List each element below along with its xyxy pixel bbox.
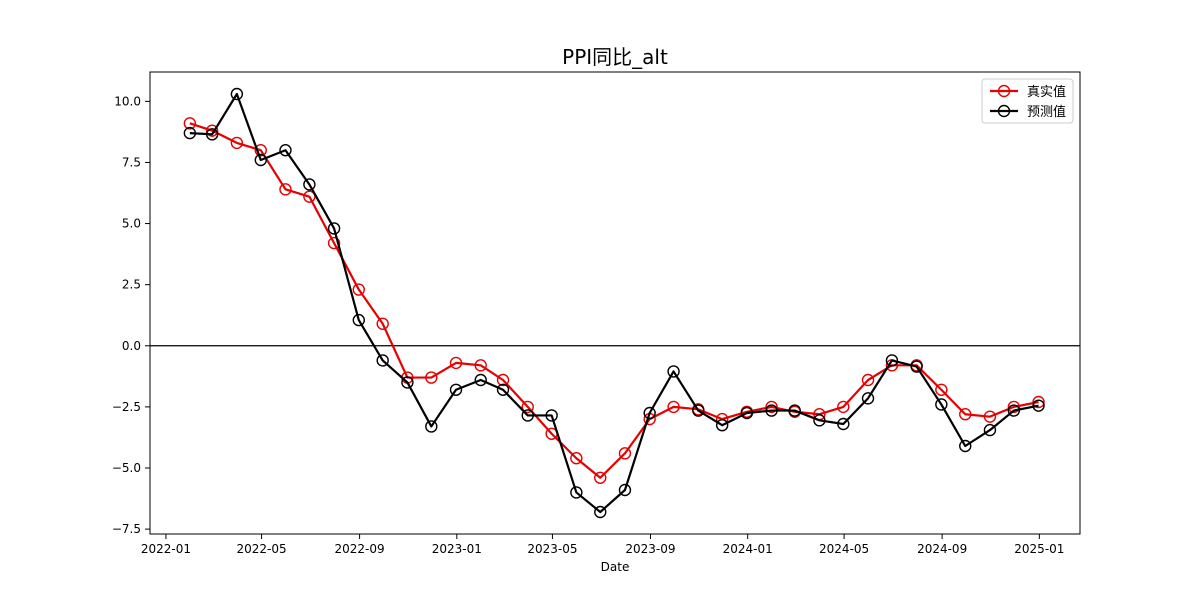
data-point: [959, 408, 972, 421]
x-tick-label: 2022-01: [141, 542, 191, 556]
data-point: [594, 471, 607, 484]
data-point: [618, 483, 632, 497]
x-tick-label: 2024-09: [917, 542, 967, 556]
plot-frame: [149, 71, 1081, 535]
data-point: [183, 126, 197, 140]
data-point: [205, 128, 219, 141]
data-point: [376, 317, 389, 330]
data-point: [205, 124, 219, 137]
series-line: [189, 92, 1039, 514]
y-tick-label: 2.5: [122, 278, 141, 292]
data-point: [983, 423, 997, 437]
x-tick-label: 2025-01: [1014, 542, 1064, 556]
data-point: [521, 409, 534, 422]
data-point: [303, 190, 316, 203]
data-point: [740, 406, 754, 420]
data-point: [910, 360, 923, 373]
data-point: [837, 417, 850, 431]
data-point: [861, 392, 875, 405]
data-point: [1032, 395, 1045, 409]
y-tick-label: 7.5: [122, 155, 141, 169]
data-point: [254, 144, 267, 157]
data-point: [545, 409, 558, 422]
data-point: [279, 144, 292, 157]
data-point: [327, 222, 341, 235]
data-point: [935, 383, 948, 396]
data-point: [935, 398, 948, 411]
data-point: [788, 404, 801, 417]
data-point: [303, 178, 316, 191]
data-point: [1007, 400, 1021, 414]
data-point: [667, 400, 680, 414]
data-point: [667, 365, 680, 378]
data-point: [715, 419, 729, 432]
y-tick-label: 10.0: [114, 94, 141, 108]
data-point: [570, 486, 583, 499]
x-tick-label: 2023-01: [432, 542, 482, 556]
data-point: [401, 376, 414, 389]
x-tick-label: 2022-09: [335, 542, 385, 556]
data-point: [230, 136, 244, 150]
series-layer: [183, 87, 1045, 519]
y-tick-label: −7.5: [112, 522, 141, 536]
legend-marker: [997, 84, 1011, 98]
data-point: [765, 404, 778, 417]
data-point: [254, 153, 267, 167]
series-1: [183, 117, 1045, 484]
data-point: [230, 87, 244, 101]
x-axis: 2022-01 2022-05 2022-09 2023-01 2023-05 2023-…: [141, 534, 1064, 556]
data-point: [449, 383, 463, 396]
x-tick-label: 2024-01: [723, 542, 773, 556]
series-line: [189, 122, 1039, 479]
x-tick-label: 2023-05: [527, 542, 577, 556]
data-point: [959, 439, 972, 453]
data-point: [837, 400, 850, 414]
legend-label: 真实值: [1027, 84, 1066, 100]
x-tick-label: 2023-09: [625, 542, 675, 556]
legend-item: 预测值: [990, 104, 1066, 120]
data-point: [618, 447, 632, 460]
x-axis-label: Date: [601, 560, 630, 574]
data-point: [885, 354, 899, 367]
data-point: [765, 400, 778, 414]
data-point: [594, 505, 607, 519]
data-point: [474, 373, 487, 387]
data-point: [327, 236, 341, 250]
data-point: [813, 414, 826, 427]
legend-item: 真实值: [990, 84, 1066, 100]
data-point: [425, 420, 438, 433]
data-point: [496, 373, 510, 387]
y-tick-label: −2.5: [112, 400, 141, 414]
y-tick-label: 5.0: [122, 217, 141, 231]
data-point: [861, 373, 875, 387]
data-point: [352, 313, 365, 327]
y-tick-label: −5.0: [112, 461, 141, 475]
data-point: [983, 410, 997, 423]
data-point: [692, 404, 705, 417]
data-point: [449, 356, 463, 370]
data-point: [643, 406, 656, 420]
series-2: [183, 87, 1045, 519]
y-tick-label: 0.0: [122, 339, 141, 353]
data-point: [425, 371, 438, 384]
legend-marker: [997, 104, 1011, 118]
chart-title: PPI同比_alt: [562, 45, 668, 69]
data-point: [474, 359, 487, 372]
x-tick-label: 2024-05: [819, 542, 869, 556]
data-point: [352, 283, 365, 296]
x-tick-label: 2022-05: [236, 542, 286, 556]
data-point: [183, 117, 197, 130]
data-point: [279, 183, 292, 196]
data-point: [521, 400, 534, 414]
data-point: [1007, 404, 1021, 417]
data-point: [496, 383, 510, 396]
y-axis: 10.0 7.5 5.0 2.5 0.0 −2.5 −5.0 −7.5: [112, 94, 150, 536]
data-point: [570, 452, 583, 465]
data-point: [1032, 399, 1045, 412]
data-point: [376, 354, 389, 367]
legend-label: 预测值: [1027, 104, 1066, 120]
